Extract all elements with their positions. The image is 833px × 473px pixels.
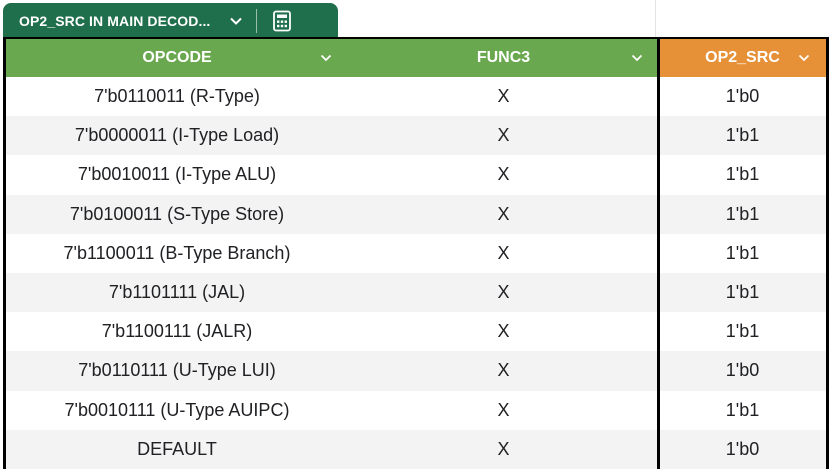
- table-row: 7'b1101111 (JAL) X 1'b1: [6, 273, 826, 313]
- table-row: 7'b1100111 (JALR) X 1'b1: [6, 312, 826, 352]
- op2-src-column-outline: [657, 37, 660, 469]
- func3-cell[interactable]: X: [497, 438, 510, 459]
- op2-src-cell[interactable]: 1'b1: [725, 321, 760, 342]
- op2-src-cell[interactable]: 1'b1: [725, 242, 760, 263]
- chevron-down-icon[interactable]: [629, 50, 645, 66]
- table-name-tab[interactable]: OP2_SRC IN MAIN DECOD...: [3, 3, 338, 39]
- chevron-down-icon[interactable]: [318, 50, 334, 66]
- tab-separator: [256, 9, 258, 33]
- op2-src-cell[interactable]: 1'b1: [725, 125, 760, 146]
- opcode-cell[interactable]: 7'b0010011 (I-Type ALU): [77, 164, 277, 185]
- func3-cell[interactable]: X: [497, 399, 510, 420]
- func3-cell[interactable]: X: [497, 321, 510, 342]
- table-row: 7'b0100011 (S-Type Store) X 1'b1: [6, 194, 826, 234]
- table-row: 7'b0110011 (R-Type) X 1'b0: [6, 77, 826, 117]
- opcode-cell[interactable]: 7'b0110111 (U-Type LUI): [78, 360, 276, 381]
- op2-src-cell[interactable]: 1'b0: [725, 360, 760, 381]
- opcode-cell[interactable]: 7'b1100011 (B-Type Branch): [63, 242, 291, 263]
- decoder-table: OPCODE FUNC3 OP2_SRC 7'b0110011 (R-Type)…: [3, 37, 829, 469]
- column-header-label: FUNC3: [476, 49, 531, 66]
- func3-cell[interactable]: X: [497, 203, 510, 224]
- opcode-cell[interactable]: 7'b1100111 (JALR): [101, 321, 253, 342]
- chevron-down-icon[interactable]: [226, 11, 246, 31]
- table-row: 7'b0000011 (I-Type Load) X 1'b1: [6, 116, 826, 156]
- op2-src-cell[interactable]: 1'b1: [725, 164, 760, 185]
- chevron-down-icon[interactable]: [796, 50, 812, 66]
- opcode-cell[interactable]: 7'b0010111 (U-Type AUIPC): [64, 399, 290, 420]
- table-header-row: OPCODE FUNC3 OP2_SRC: [6, 39, 826, 77]
- opcode-cell[interactable]: DEFAULT: [137, 438, 217, 459]
- op2-src-cell[interactable]: 1'b0: [725, 438, 760, 459]
- func3-cell[interactable]: X: [497, 282, 510, 303]
- opcode-cell[interactable]: 7'b1101111 (JAL): [108, 282, 246, 303]
- table-row: 7'b0110111 (U-Type LUI) X 1'b0: [6, 351, 826, 391]
- op2-src-cell[interactable]: 1'b0: [725, 86, 760, 107]
- table-row: 7'b0010111 (U-Type AUIPC) X 1'b1: [6, 390, 826, 430]
- func3-cell[interactable]: X: [497, 360, 510, 381]
- func3-cell[interactable]: X: [497, 125, 510, 146]
- grid-divider: [655, 0, 656, 38]
- calculator-icon[interactable]: [269, 8, 295, 34]
- opcode-cell[interactable]: 7'b0000011 (I-Type Load): [74, 125, 280, 146]
- table-row: DEFAULT X 1'b0: [6, 429, 826, 469]
- table-name-label: OP2_SRC IN MAIN DECOD...: [19, 13, 211, 29]
- sheet-tab-bar: OP2_SRC IN MAIN DECOD...: [0, 0, 833, 39]
- column-header-label: OPCODE: [142, 49, 212, 66]
- column-header-func3[interactable]: FUNC3: [348, 39, 659, 77]
- op2-src-cell[interactable]: 1'b1: [725, 399, 760, 420]
- column-header-op2-src[interactable]: OP2_SRC: [659, 39, 826, 77]
- op2-src-cell[interactable]: 1'b1: [725, 203, 760, 224]
- func3-cell[interactable]: X: [497, 164, 510, 185]
- func3-cell[interactable]: X: [497, 242, 510, 263]
- column-header-opcode[interactable]: OPCODE: [6, 39, 348, 77]
- op2-src-cell[interactable]: 1'b1: [725, 282, 760, 303]
- table-row: 7'b0010011 (I-Type ALU) X 1'b1: [6, 155, 826, 195]
- opcode-cell[interactable]: 7'b0110011 (R-Type): [94, 86, 260, 107]
- func3-cell[interactable]: X: [497, 86, 510, 107]
- column-header-label: OP2_SRC: [705, 49, 780, 66]
- opcode-cell[interactable]: 7'b0100011 (S-Type Store): [69, 203, 285, 224]
- table-row: 7'b1100011 (B-Type Branch) X 1'b1: [6, 233, 826, 273]
